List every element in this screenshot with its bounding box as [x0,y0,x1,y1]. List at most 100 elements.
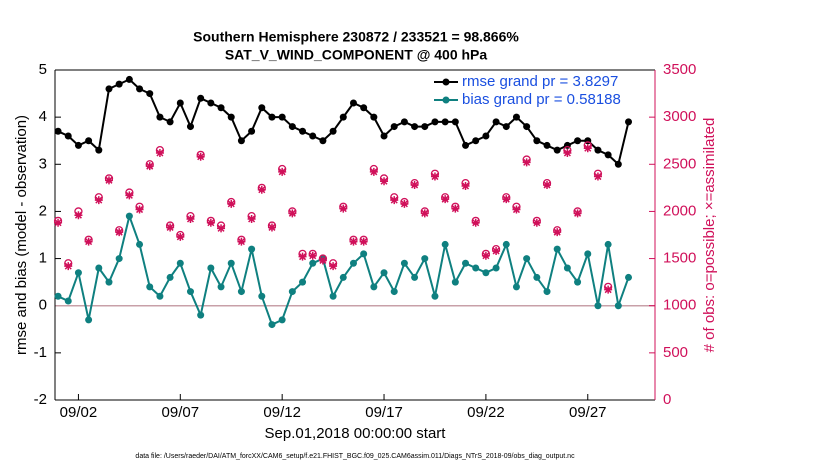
point [543,288,551,296]
point [95,146,103,154]
obs-assimilated [176,232,185,241]
point [462,259,470,267]
y2-tick-label: 1500 [663,250,696,267]
point [594,302,602,310]
obs-assimilated [135,205,144,214]
x-tick-label: 09/07 [162,404,200,421]
obs-assimilated [522,158,531,167]
point [115,255,123,263]
obs-assimilated [349,237,358,246]
point [574,278,582,286]
point [197,94,205,102]
y-tick-label: 2 [39,202,47,219]
point [349,99,357,107]
point [156,113,164,121]
obs-assimilated [278,167,287,176]
point [339,273,347,281]
point [482,269,490,277]
obs-assimilated [583,144,592,153]
point [502,123,510,131]
point [54,127,62,135]
point [370,113,378,121]
obs-assimilated [420,209,429,218]
y-tick-label: 5 [39,61,47,78]
point [553,146,561,154]
x-tick-label: 09/02 [60,404,98,421]
point [584,250,592,258]
point [166,273,174,281]
obs-assimilated [461,181,470,190]
point [237,288,245,296]
point [268,113,276,121]
point [136,85,144,93]
point [248,127,256,135]
point [217,283,225,291]
chart-title: Southern Hemisphere 230872 / 233521 = 98… [193,29,519,45]
point [512,113,520,121]
y2-tick-label: 1000 [663,297,696,314]
y2-tick-label: 2500 [663,155,696,172]
point [329,292,337,300]
y-tick-label: 0 [39,297,47,314]
obs-assimilated [74,211,83,220]
point [125,212,133,220]
obs-assimilated [217,224,226,233]
point [492,118,500,126]
point [64,132,72,140]
obs-assimilated [186,214,195,223]
point [166,118,174,126]
point [309,259,317,267]
obs-assimilated [104,176,113,185]
obs-assimilated [471,218,480,227]
point [614,302,622,310]
obs-assimilated [532,218,541,227]
point [370,283,378,291]
point [390,288,398,296]
point [502,240,510,248]
point [156,292,164,300]
point [451,118,459,126]
obs-assimilated [492,247,501,256]
point [288,123,296,131]
point [492,264,500,272]
obs-assimilated [400,199,409,208]
point [390,123,398,131]
point [472,264,480,272]
obs-assimilated [430,172,439,181]
obs-assimilated [481,251,490,260]
point [329,127,337,135]
point [533,137,541,145]
point [197,311,205,319]
obs-assimilated [257,185,266,194]
obs-assimilated [380,177,389,186]
point [431,292,439,300]
x-tick-label: 09/22 [467,404,505,421]
obs-assimilated [308,251,317,260]
obs-assimilated [206,218,215,227]
point [146,283,154,291]
obs-assimilated [166,223,175,232]
y2-axis-label: # of obs: o=possible; ×=assimilated [701,118,718,353]
point [462,141,470,149]
point [268,321,276,329]
point [258,292,266,300]
point [207,264,215,272]
obs-assimilated [369,167,378,176]
obs-assimilated [227,199,236,208]
point [421,123,429,131]
obs-assimilated [64,262,73,271]
obs-assimilated [145,162,154,171]
legend-marker [442,78,450,86]
obs-assimilated [563,148,572,157]
point [309,132,317,140]
footnote: data file: /Users/raeder/DAI/ATM_forcXX/… [135,453,575,460]
obs-assimilated [298,252,307,261]
point [533,273,541,281]
y2-tick-label: 0 [663,391,671,408]
point [523,123,531,131]
point [472,137,480,145]
point [95,264,103,272]
point [512,283,520,291]
point [105,85,113,93]
